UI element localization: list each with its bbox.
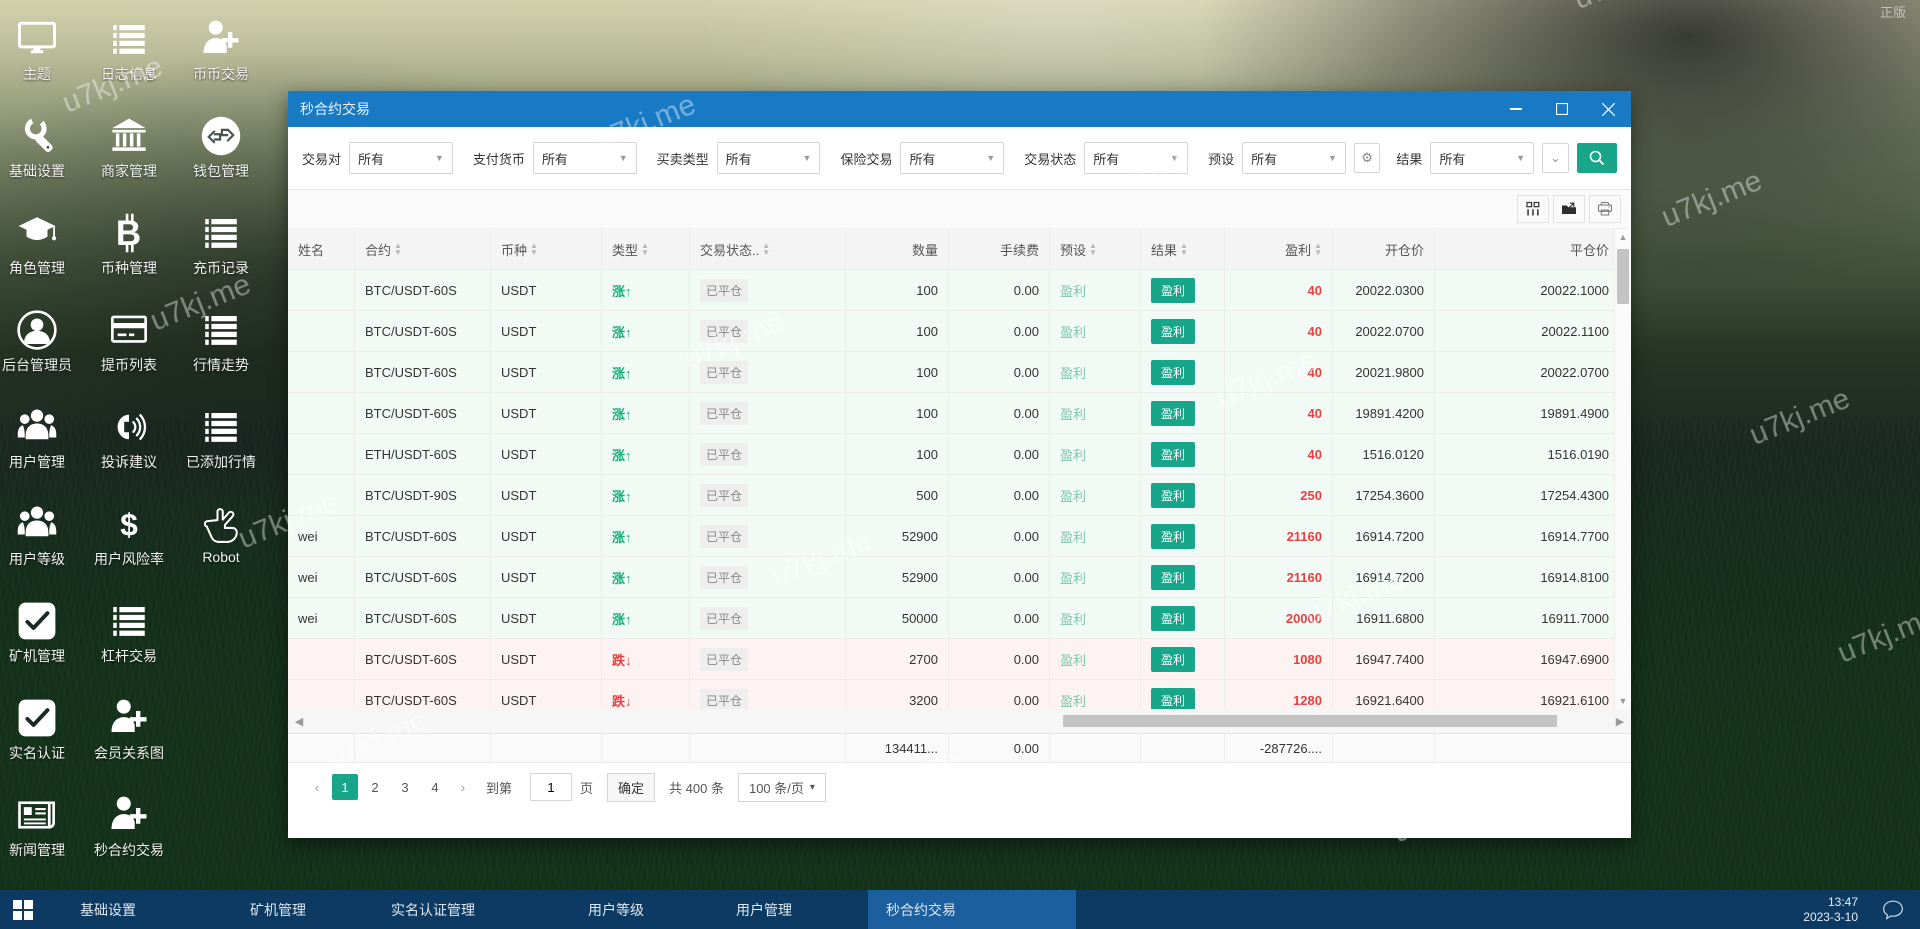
svg-text:$: $ xyxy=(120,506,138,542)
svg-text:B: B xyxy=(116,214,141,253)
